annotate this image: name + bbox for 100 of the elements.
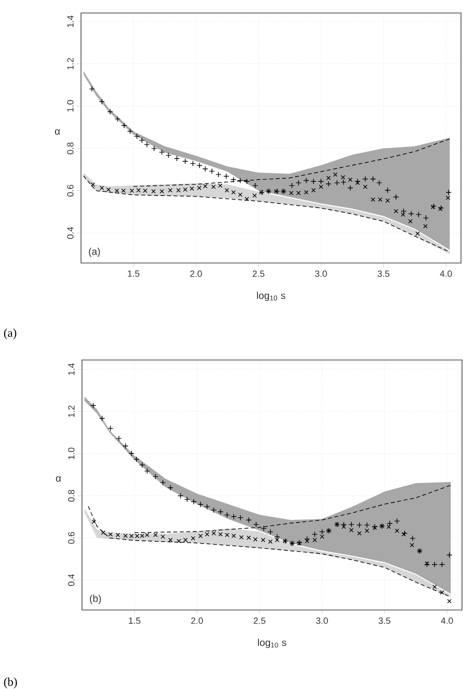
point bbox=[174, 156, 180, 162]
point bbox=[415, 231, 420, 236]
point bbox=[296, 180, 302, 186]
point bbox=[184, 496, 190, 502]
point bbox=[114, 188, 120, 193]
point bbox=[400, 212, 406, 217]
point bbox=[446, 196, 450, 200]
point bbox=[224, 188, 230, 192]
x-tick-label: 4.0 bbox=[440, 618, 453, 624]
point bbox=[260, 538, 266, 542]
point bbox=[364, 528, 370, 533]
point bbox=[176, 188, 181, 192]
point bbox=[223, 173, 230, 180]
x-tick-label: 1.5 bbox=[128, 270, 140, 277]
point bbox=[212, 531, 216, 536]
point bbox=[160, 480, 166, 486]
point bbox=[211, 184, 216, 190]
point bbox=[216, 172, 222, 178]
point bbox=[362, 176, 368, 182]
point bbox=[204, 504, 210, 510]
point bbox=[190, 498, 197, 505]
point bbox=[190, 160, 196, 167]
point bbox=[90, 182, 96, 187]
point bbox=[363, 184, 368, 190]
point bbox=[423, 215, 429, 221]
point bbox=[340, 175, 346, 180]
point bbox=[116, 435, 122, 442]
point bbox=[342, 524, 346, 529]
point bbox=[198, 501, 204, 508]
point bbox=[108, 425, 114, 432]
point bbox=[393, 194, 399, 200]
point bbox=[260, 525, 267, 532]
point bbox=[198, 534, 203, 538]
point bbox=[267, 528, 274, 535]
point bbox=[224, 512, 230, 518]
point bbox=[107, 108, 114, 115]
point bbox=[218, 532, 223, 537]
y-tick-label: 0.6 bbox=[67, 184, 74, 197]
point bbox=[183, 538, 188, 542]
point bbox=[432, 584, 437, 589]
point bbox=[134, 456, 140, 462]
point bbox=[196, 162, 202, 168]
y-tick-label: 0.4 bbox=[68, 574, 74, 586]
point bbox=[136, 188, 141, 192]
point bbox=[432, 562, 438, 568]
point bbox=[92, 520, 96, 524]
text: (a) bbox=[4, 328, 16, 340]
point bbox=[340, 521, 347, 528]
point bbox=[218, 183, 222, 188]
point bbox=[238, 192, 242, 197]
point bbox=[128, 450, 134, 456]
point bbox=[166, 152, 172, 158]
y-tick-label: 1.4 bbox=[67, 15, 74, 27]
point bbox=[252, 193, 257, 198]
y-tick-label: 1.0 bbox=[67, 100, 74, 112]
point bbox=[386, 520, 393, 526]
annotation: (b) bbox=[90, 594, 101, 604]
point bbox=[274, 534, 280, 540]
point bbox=[304, 538, 310, 544]
x-axis-title: log$_{10}$ s bbox=[257, 292, 286, 301]
point bbox=[400, 208, 407, 214]
point bbox=[326, 176, 331, 180]
point bbox=[364, 522, 370, 528]
y-tick-label: 1.2 bbox=[67, 58, 74, 70]
point bbox=[357, 531, 362, 536]
y-axis-title: α bbox=[56, 476, 61, 482]
point bbox=[378, 197, 382, 202]
point bbox=[90, 402, 96, 408]
point bbox=[98, 98, 105, 105]
point bbox=[151, 189, 156, 194]
point bbox=[151, 146, 158, 152]
point bbox=[372, 526, 377, 530]
point bbox=[385, 198, 390, 203]
point bbox=[246, 536, 251, 540]
point bbox=[238, 514, 244, 521]
point bbox=[203, 184, 208, 188]
point bbox=[408, 219, 413, 224]
point bbox=[386, 524, 391, 529]
point bbox=[244, 196, 250, 202]
point bbox=[318, 184, 324, 190]
point bbox=[197, 186, 202, 190]
point bbox=[334, 180, 340, 186]
point bbox=[440, 590, 444, 595]
point bbox=[320, 534, 324, 539]
point bbox=[108, 532, 113, 537]
point bbox=[274, 538, 280, 542]
point bbox=[101, 530, 106, 535]
point bbox=[370, 197, 376, 202]
point bbox=[372, 524, 378, 530]
point bbox=[190, 186, 194, 191]
point bbox=[439, 562, 445, 568]
x-tick-label: 3.5 bbox=[378, 270, 390, 277]
point bbox=[127, 128, 134, 134]
y-tick-label: 0.6 bbox=[68, 532, 74, 544]
point bbox=[230, 176, 236, 183]
point bbox=[347, 184, 354, 191]
point bbox=[153, 532, 158, 538]
point bbox=[244, 178, 250, 184]
y-axis-title: α bbox=[54, 129, 60, 135]
point bbox=[355, 180, 360, 186]
